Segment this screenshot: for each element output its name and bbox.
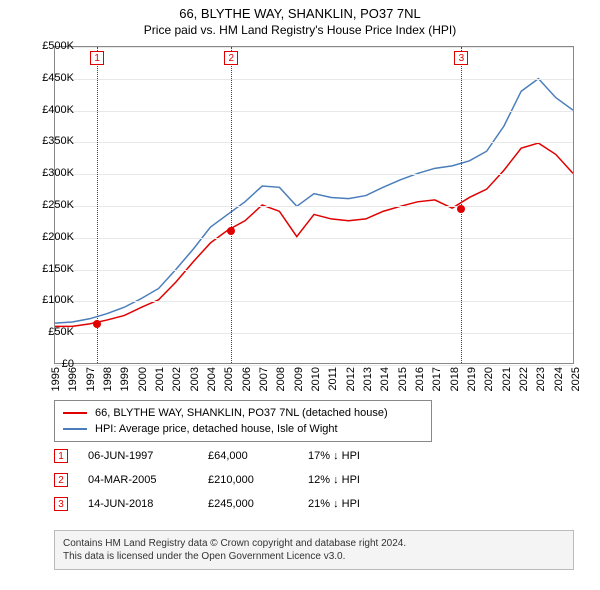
x-axis-label: 2014	[379, 367, 391, 391]
gridline	[55, 111, 573, 112]
marker-box: 1	[90, 51, 104, 65]
x-axis-label: 2021	[501, 367, 513, 391]
gridline	[55, 270, 573, 271]
chart-svg	[55, 47, 573, 363]
sales-price: £210,000	[208, 474, 308, 486]
chart-plot-area: 1995199619971998199920002001200220032004…	[54, 46, 574, 364]
gridline	[55, 301, 573, 302]
x-axis-label: 2012	[345, 367, 357, 391]
title-subtitle: Price paid vs. HM Land Registry's House …	[0, 23, 600, 37]
footer-attribution: Contains HM Land Registry data © Crown c…	[54, 530, 574, 570]
titles: 66, BLYTHE WAY, SHANKLIN, PO37 7NL Price…	[0, 0, 600, 37]
x-axis-label: 2007	[258, 367, 270, 391]
y-axis-label: £250K	[26, 199, 74, 211]
page-root: 66, BLYTHE WAY, SHANKLIN, PO37 7NL Price…	[0, 0, 600, 590]
x-axis-label: 2009	[293, 367, 305, 391]
x-axis-label: 1996	[67, 367, 79, 391]
sales-date: 04-MAR-2005	[88, 474, 208, 486]
x-axis-label: 2015	[397, 367, 409, 391]
sales-price: £245,000	[208, 498, 308, 510]
x-axis-label: 2023	[535, 367, 547, 391]
sales-table: 1 06-JUN-1997£64,00017% ↓ HPI 2 04-MAR-2005…	[54, 444, 388, 516]
gridline	[55, 333, 573, 334]
sales-marker-id: 2	[54, 473, 68, 487]
marker-line	[97, 47, 98, 363]
gridline	[55, 142, 573, 143]
sales-date: 14-JUN-2018	[88, 498, 208, 510]
sales-row: 3 14-JUN-2018£245,00021% ↓ HPI	[54, 492, 388, 516]
gridline	[55, 79, 573, 80]
sales-row: 1 06-JUN-1997£64,00017% ↓ HPI	[54, 444, 388, 468]
y-axis-label: £350K	[26, 135, 74, 147]
sales-marker-id: 3	[54, 497, 68, 511]
gridline	[55, 174, 573, 175]
footer-line2: This data is licensed under the Open Gov…	[63, 550, 565, 563]
y-axis-label: £200K	[26, 231, 74, 243]
footer-line1: Contains HM Land Registry data © Crown c…	[63, 537, 565, 550]
title-address: 66, BLYTHE WAY, SHANKLIN, PO37 7NL	[0, 6, 600, 21]
marker-line	[231, 47, 232, 363]
y-axis-label: £300K	[26, 167, 74, 179]
gridline	[55, 238, 573, 239]
x-axis-label: 2010	[310, 367, 322, 391]
legend-box: 66, BLYTHE WAY, SHANKLIN, PO37 7NL (deta…	[54, 400, 432, 442]
x-axis-label: 1997	[85, 367, 97, 391]
x-axis-label: 2003	[189, 367, 201, 391]
series-line	[55, 143, 573, 326]
y-axis-label: £50K	[26, 326, 74, 338]
legend-swatch	[63, 412, 87, 414]
sales-marker-id: 1	[54, 449, 68, 463]
x-axis-label: 1995	[50, 367, 62, 391]
x-axis-label: 2004	[206, 367, 218, 391]
legend-label: 66, BLYTHE WAY, SHANKLIN, PO37 7NL (deta…	[95, 407, 388, 419]
x-axis-label: 2011	[327, 367, 339, 391]
legend-label: HPI: Average price, detached house, Isle…	[95, 423, 338, 435]
marker-dot	[457, 205, 465, 213]
marker-box: 2	[224, 51, 238, 65]
x-axis-label: 2005	[223, 367, 235, 391]
sales-price: £64,000	[208, 450, 308, 462]
x-axis-label: 1998	[102, 367, 114, 391]
marker-box: 3	[454, 51, 468, 65]
y-axis-label: £150K	[26, 263, 74, 275]
x-axis-label: 2016	[414, 367, 426, 391]
x-axis-label: 2020	[483, 367, 495, 391]
gridline	[55, 206, 573, 207]
sales-hpi: 17% ↓ HPI	[308, 450, 388, 462]
x-axis-label: 1999	[119, 367, 131, 391]
y-axis-label: £450K	[26, 72, 74, 84]
y-axis-label: £100K	[26, 294, 74, 306]
x-axis-label: 2000	[137, 367, 149, 391]
x-axis-label: 2024	[553, 367, 565, 391]
gridline	[55, 47, 573, 48]
sales-date: 06-JUN-1997	[88, 450, 208, 462]
x-axis-label: 2013	[362, 367, 374, 391]
x-axis-label: 2025	[570, 367, 582, 391]
marker-dot	[227, 227, 235, 235]
legend-swatch	[63, 428, 87, 430]
sales-hpi: 12% ↓ HPI	[308, 474, 388, 486]
legend-item: HPI: Average price, detached house, Isle…	[63, 421, 423, 437]
series-line	[55, 79, 573, 324]
x-axis-label: 2006	[241, 367, 253, 391]
x-axis-label: 2001	[154, 367, 166, 391]
x-axis-label: 2018	[449, 367, 461, 391]
x-axis-label: 2019	[466, 367, 478, 391]
y-axis-label: £500K	[26, 40, 74, 52]
x-axis-label: 2017	[431, 367, 443, 391]
gridline	[55, 365, 573, 366]
marker-dot	[93, 320, 101, 328]
x-axis-label: 2008	[275, 367, 287, 391]
sales-row: 2 04-MAR-2005£210,00012% ↓ HPI	[54, 468, 388, 492]
legend-item: 66, BLYTHE WAY, SHANKLIN, PO37 7NL (deta…	[63, 405, 423, 421]
y-axis-label: £0	[26, 358, 74, 370]
sales-hpi: 21% ↓ HPI	[308, 498, 388, 510]
x-axis-label: 2022	[518, 367, 530, 391]
y-axis-label: £400K	[26, 104, 74, 116]
x-axis-label: 2002	[171, 367, 183, 391]
